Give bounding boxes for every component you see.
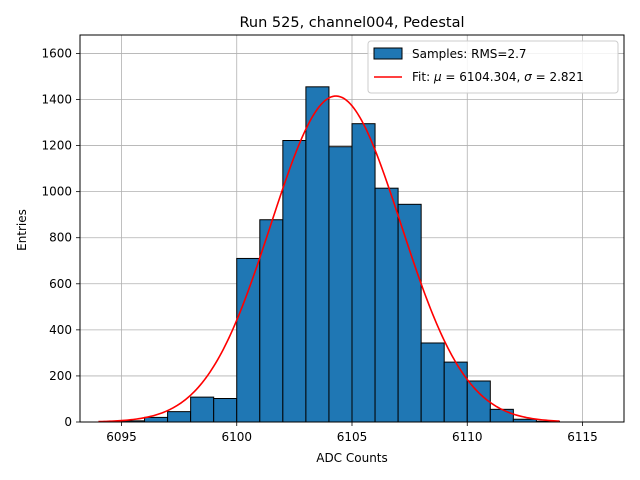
x-tick-label: 6110 bbox=[452, 430, 483, 444]
y-tick-label: 1400 bbox=[41, 93, 72, 107]
fit-curve bbox=[98, 95, 560, 423]
y-axis-ticks: 0 200 400 600 800 1000 1200 1400 1600 bbox=[41, 46, 80, 429]
histogram-bar bbox=[397, 203, 422, 423]
x-tick-label: 6105 bbox=[337, 430, 368, 444]
legend-fit-mu-symbol: μ bbox=[433, 70, 442, 84]
y-tick-label: 800 bbox=[49, 231, 72, 245]
y-tick-label: 1000 bbox=[41, 185, 72, 199]
legend-fit-mu-value: = 6104.304, bbox=[442, 70, 525, 84]
legend-samples-swatch bbox=[373, 47, 403, 60]
histogram-bar bbox=[213, 398, 238, 423]
histogram-bar bbox=[282, 140, 307, 423]
histogram-bar bbox=[190, 396, 215, 423]
y-tick-label: 1200 bbox=[41, 139, 72, 153]
histogram-bar bbox=[351, 123, 376, 423]
histogram-bar bbox=[466, 380, 491, 423]
chart-title: Run 525, channel004, Pedestal bbox=[239, 15, 464, 31]
legend-fit-sigma-symbol: σ bbox=[524, 70, 532, 84]
legend: Samples: RMS=2.7 Fit: μ = 6104.304, σ = … bbox=[367, 40, 619, 94]
histogram-bar bbox=[328, 146, 353, 423]
histogram-bar bbox=[236, 257, 261, 423]
x-tick-label: 6100 bbox=[221, 430, 252, 444]
x-tick-label: 6115 bbox=[567, 430, 598, 444]
y-tick-label: 0 bbox=[64, 415, 72, 429]
y-tick-label: 600 bbox=[49, 277, 72, 291]
histogram-bar bbox=[443, 361, 468, 423]
y-tick-label: 200 bbox=[49, 369, 72, 383]
histogram-bar bbox=[305, 86, 330, 423]
legend-fit-sigma-value: = 2.821 bbox=[532, 70, 584, 84]
y-tick-label: 1600 bbox=[41, 46, 72, 60]
histogram-bar bbox=[144, 416, 169, 423]
x-tick-label: 6095 bbox=[106, 430, 137, 444]
x-axis-ticks: 6095 6100 6105 6110 6115 bbox=[106, 422, 598, 444]
legend-fit-prefix: Fit: bbox=[412, 70, 434, 84]
histogram-bars bbox=[120, 86, 560, 423]
x-axis-label: ADC Counts bbox=[316, 451, 388, 465]
y-axis-label: Entries bbox=[15, 209, 29, 251]
legend-box bbox=[367, 40, 619, 94]
histogram-bar bbox=[374, 187, 399, 423]
y-tick-label: 400 bbox=[49, 323, 72, 337]
histogram-bar bbox=[259, 219, 284, 423]
histogram-bar bbox=[489, 408, 514, 423]
histogram-bar bbox=[167, 411, 192, 423]
legend-samples-label: Samples: RMS=2.7 bbox=[412, 47, 527, 61]
histogram-bar bbox=[420, 342, 445, 423]
legend-fit-label: Fit: μ = 6104.304, σ = 2.821 bbox=[412, 70, 584, 84]
